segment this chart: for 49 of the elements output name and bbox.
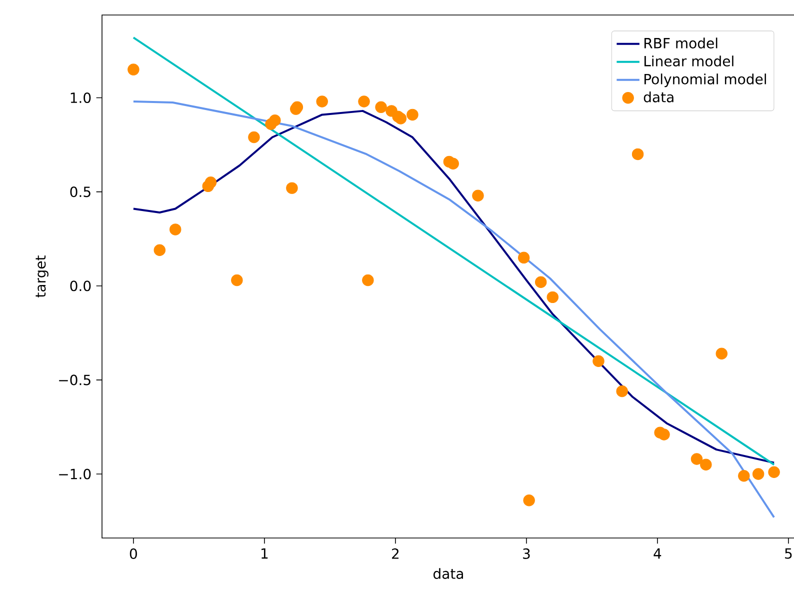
y-tick-label: 1.0 (70, 92, 91, 104)
point (286, 182, 298, 194)
legend-label: Linear model (644, 56, 734, 66)
point (248, 131, 260, 144)
point (169, 224, 182, 236)
y-tick-label: −0.5 (59, 374, 90, 386)
x-tick-label: 0 (130, 548, 137, 559)
point (658, 428, 670, 440)
x-tick-label: 2 (392, 548, 398, 559)
point (406, 108, 418, 121)
y-tick-label: −1.0 (59, 468, 91, 480)
legend-label: RBF model (644, 38, 718, 48)
legend-label: Polynomial model (644, 74, 766, 88)
point (204, 176, 217, 188)
point (690, 453, 703, 465)
point (752, 468, 764, 480)
point (128, 64, 140, 76)
x-tick-label: 3 (523, 548, 530, 559)
point (231, 274, 243, 286)
point (546, 291, 559, 304)
x-tick-label: 1 (262, 548, 268, 559)
point (472, 190, 484, 202)
y-axis-title: target (36, 256, 48, 298)
point (358, 96, 370, 108)
point (716, 348, 728, 360)
point (534, 276, 547, 288)
point (523, 494, 535, 506)
point (362, 274, 374, 286)
point (269, 114, 281, 126)
point (316, 96, 328, 108)
point (616, 385, 628, 398)
point (375, 101, 387, 114)
line-series (132, 100, 776, 518)
x-axis-title: data (434, 568, 463, 579)
point (738, 470, 750, 482)
point (632, 148, 644, 160)
line-series (132, 110, 776, 464)
point (518, 252, 530, 264)
x-tick-label: 5 (785, 548, 792, 559)
x-tick-label: 4 (654, 548, 662, 559)
y-tick-label: 0.0 (70, 280, 91, 292)
point (700, 458, 712, 470)
legend-label: data (644, 92, 674, 102)
point (394, 112, 407, 124)
point (447, 158, 459, 170)
point (768, 466, 780, 478)
point (592, 355, 604, 368)
y-tick-label: 0.5 (70, 186, 90, 198)
point (154, 244, 166, 256)
